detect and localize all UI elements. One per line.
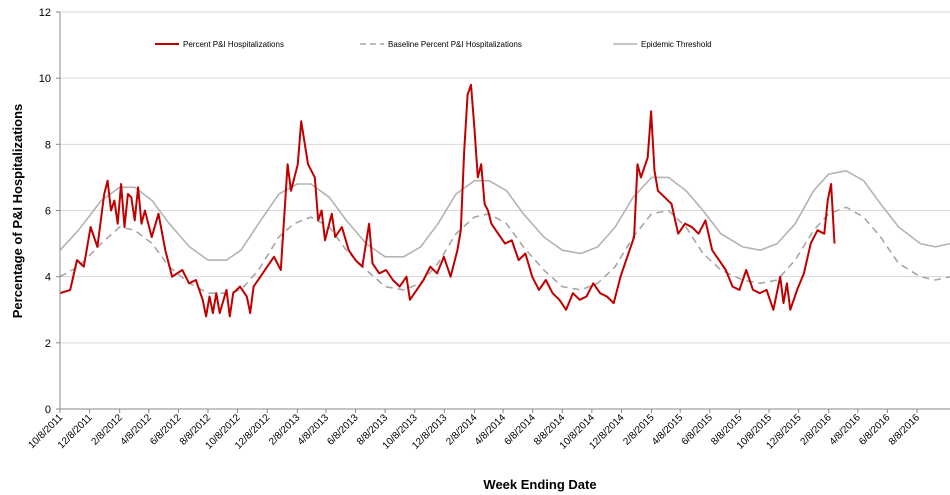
x-tick-label: 6/8/2013 bbox=[325, 412, 361, 448]
y-tick-label: 0 bbox=[45, 404, 51, 416]
legend: Percent P&I Hospitalizations Baseline Per… bbox=[155, 40, 712, 49]
legend-label: Epidemic Threshold bbox=[641, 40, 712, 49]
series-line bbox=[59, 170, 950, 261]
x-tick-label: 6/8/2015 bbox=[680, 412, 716, 448]
series-line bbox=[59, 206, 950, 294]
x-tick-label: 4/8/2016 bbox=[828, 412, 864, 448]
x-tick-label: 4/8/2015 bbox=[650, 412, 686, 448]
x-tick-label: 4/8/2013 bbox=[296, 412, 332, 448]
x-tick-label: 4/8/2014 bbox=[473, 412, 509, 448]
series-lines bbox=[59, 83, 950, 318]
y-tick-label: 10 bbox=[39, 73, 51, 85]
y-tick-label: 4 bbox=[45, 272, 51, 284]
y-tick-label: 12 bbox=[39, 7, 51, 19]
y-tick-label: 8 bbox=[45, 139, 51, 151]
x-axis-ticks: 10/8/201112/8/20112/8/20124/8/20126/8/20… bbox=[26, 409, 922, 452]
x-tick-label: 6/8/2016 bbox=[857, 412, 893, 448]
y-tick-label: 2 bbox=[45, 338, 51, 350]
x-tick-label: 6/8/2014 bbox=[502, 412, 538, 448]
x-tick-label: 4/8/2012 bbox=[119, 412, 155, 448]
x-tick-label: 8/8/2016 bbox=[887, 412, 923, 448]
y-axis-ticks: 0 2 4 6 8 10 12 bbox=[39, 7, 60, 416]
y-axis-title: Percentage of P&I Hospitalizations bbox=[10, 104, 25, 319]
y-tick-label: 6 bbox=[45, 206, 51, 218]
legend-label: Percent P&I Hospitalizations bbox=[183, 40, 284, 49]
x-axis-title: Week Ending Date bbox=[483, 477, 596, 492]
gridlines bbox=[60, 11, 950, 344]
legend-label: Baseline Percent P&I Hospitalizations bbox=[388, 40, 522, 49]
x-tick-label: 6/8/2012 bbox=[148, 412, 184, 448]
series-line bbox=[59, 83, 836, 318]
